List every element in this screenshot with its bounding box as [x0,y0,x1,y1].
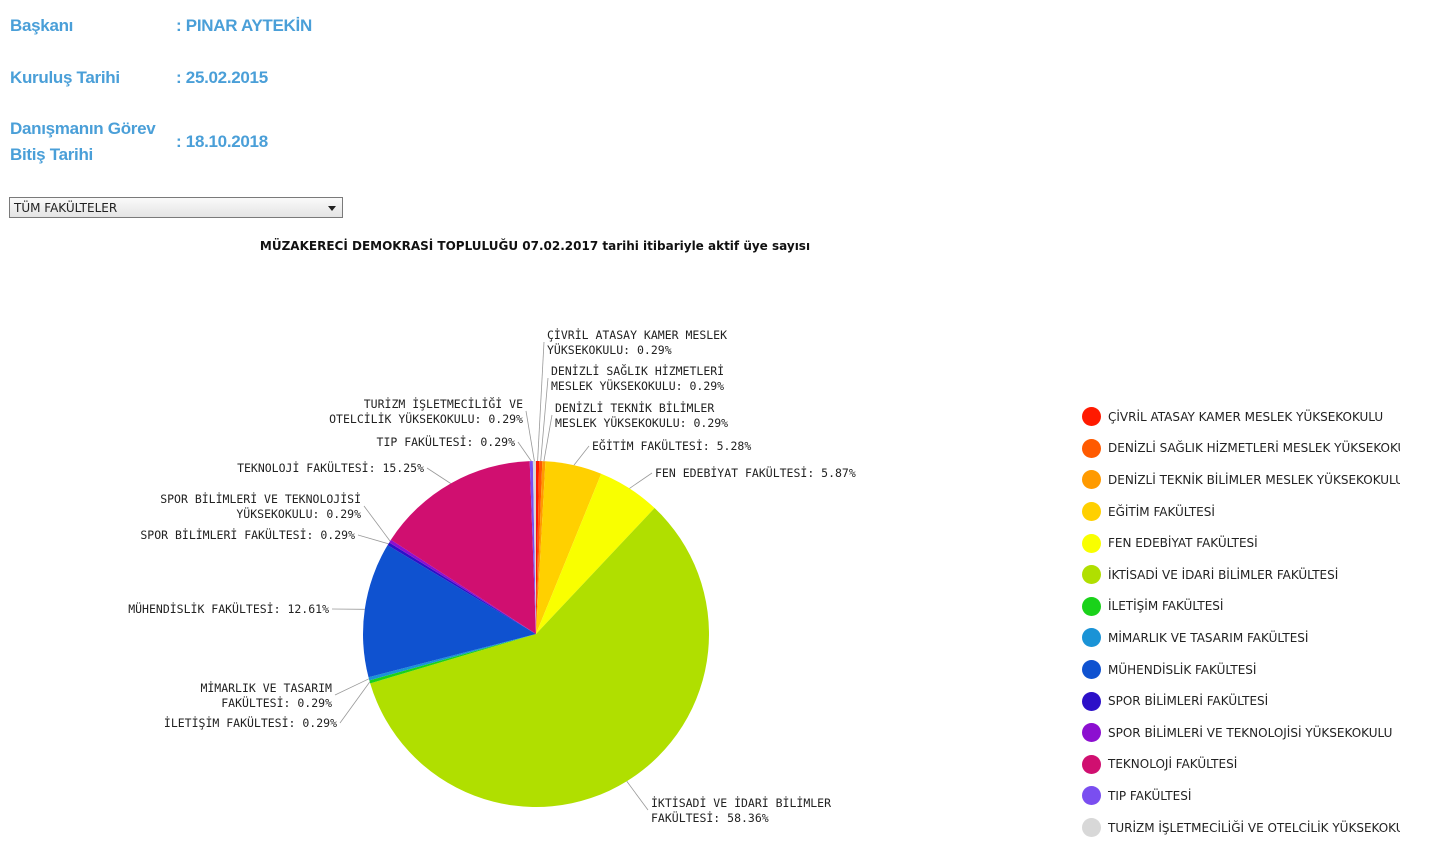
slice-data-label: SPOR BİLİMLERİ VE TEKNOLOJİSİ YÜKSEKOKULU… [160,491,361,521]
pie-slice[interactable] [369,634,536,684]
legend-label: FEN EDEBİYAT FAKÜLTESİ [1108,536,1258,551]
faculty-filter-select[interactable]: TÜM FAKÜLTELER [9,197,343,218]
slice-data-label: TURİZM İŞLETMECİLİĞİ VE OTELCİLİK YÜKSEKO… [329,396,523,426]
legend-item[interactable]: ÇİVRİL ATASAY KAMER MESLEK YÜKSEKOKULU [1082,401,1400,433]
legend-label: EĞİTİM FAKÜLTESİ [1108,504,1215,519]
slice-leader-line [537,341,545,462]
slice-data-label: ÇİVRİL ATASAY KAMER MESLEK YÜKSEKOKULU: 0… [547,327,727,357]
legend-label: MİMARLIK VE TASARIM FAKÜLTESİ [1108,630,1309,645]
legend-label: TEKNOLOJİ FAKÜLTESİ [1108,757,1238,772]
legend-color-swatch [1082,407,1101,427]
slice-leader-line [357,534,389,545]
slice-data-label: FEN EDEBİYAT FAKÜLTESİ: 5.87% [655,464,856,480]
slice-leader-line [517,441,532,462]
legend-item[interactable]: İKTİSADİ VE İDARİ BİLİMLER FAKÜLTESİ [1082,559,1400,591]
slice-leader-line [339,681,371,724]
pie-slice[interactable] [532,461,536,634]
pie-slice[interactable] [363,545,536,678]
slice-data-label: EĞİTİM FAKÜLTESİ: 5.28% [592,437,751,453]
faculty-filter-value: TÜM FAKÜLTELER [14,201,118,215]
legend-color-swatch [1082,660,1101,680]
slice-data-label: DENİZLİ SAĞLIK HİZMETLERİ MESLEK YÜKSEKOK… [551,363,724,393]
legend-item[interactable]: FEN EDEBİYAT FAKÜLTESİ [1082,527,1400,559]
legend-color-swatch [1082,691,1101,711]
slice-leader-line [525,410,535,462]
legend-item[interactable]: MİMARLIK VE TASARIM FAKÜLTESİ [1082,622,1400,654]
slice-data-label: MİMARLIK VE TASARIM FAKÜLTESİ: 0.29% [200,680,332,710]
legend-color-swatch [1082,565,1101,585]
legend-item[interactable]: TIP FAKÜLTESİ [1082,780,1400,812]
legend-label: DENİZLİ SAĞLIK HİZMETLERİ MESLEK YÜKSEKO… [1108,441,1400,456]
slice-data-label: SPOR BİLİMLERİ FAKÜLTESİ: 0.29% [140,526,355,542]
pie-slice[interactable] [536,461,543,634]
pie-slice[interactable] [536,461,540,634]
slice-data-label: İKTİSADİ VE İDARİ BİLİMLER FAKÜLTESİ: 58.… [651,795,831,825]
slice-leader-line [543,414,553,462]
legend-item[interactable]: MÜHENDİSLİK FAKÜLTESİ [1082,654,1400,686]
pie-slice[interactable] [389,539,536,634]
legend-label: SPOR BİLİMLERİ FAKÜLTESİ [1108,694,1269,709]
legend-color-swatch [1082,818,1101,838]
pie-slice[interactable] [536,461,602,634]
legend-color-swatch [1082,533,1101,553]
pie-slice[interactable] [536,473,655,634]
legend-color-swatch [1082,502,1101,522]
legend-color-swatch [1082,470,1101,490]
pie-slices [363,461,709,808]
pie-slice[interactable] [390,461,536,634]
slice-leader-line [334,678,370,696]
slice-leader-line [426,467,451,484]
legend-label: SPOR BİLİMLERİ VE TEKNOLOJİSİ YÜKSEKOKUL… [1108,725,1393,740]
pie-chart: ÇİVRİL ATASAY KAMER MESLEK YÜKSEKOKULU: 0… [128,327,856,825]
legend-label: MÜHENDİSLİK FAKÜLTESİ [1108,662,1257,677]
slice-data-label: DENİZLİ TEKNİK BİLİMLER MESLEK YÜKSEKOKUL… [555,400,728,430]
pie-slice[interactable] [370,508,709,808]
legend-item[interactable]: SPOR BİLİMLERİ FAKÜLTESİ [1082,685,1400,717]
legend-item[interactable]: SPOR BİLİMLERİ VE TEKNOLOJİSİ YÜKSEKOKUL… [1082,717,1400,749]
slice-data-label: MÜHENDİSLİK FAKÜLTESİ: 12.61% [128,600,329,616]
legend-color-swatch [1082,438,1101,458]
legend-item[interactable]: DENİZLİ SAĞLIK HİZMETLERİ MESLEK YÜKSEKO… [1082,433,1400,465]
pie-slice[interactable] [368,634,536,681]
pie-slice[interactable] [529,461,536,634]
legend-item[interactable]: TURİZM İŞLETMECİLİĞİ VE OTELCİLİK YÜKSEK… [1082,812,1400,844]
pie-slice[interactable] [536,461,546,634]
legend-color-swatch [1082,596,1101,616]
legend-color-swatch [1082,628,1101,648]
slice-data-label: TIP FAKÜLTESİ: 0.29% [377,433,516,449]
chart-title: MÜZAKERECİ DEMOKRASİ TOPLULUĞU 07.02.201… [259,239,811,253]
slice-data-label: TEKNOLOJİ FAKÜLTESİ: 15.25% [237,459,424,475]
legend-label: İLETİŞİM FAKÜLTESİ [1108,599,1224,614]
legend-label: DENİZLİ TEKNİK BİLİMLER MESLEK YÜKSEKOKU… [1108,472,1400,487]
chart-legend: ÇİVRİL ATASAY KAMER MESLEK YÜKSEKOKULU DE… [1082,401,1400,843]
info-value: : 25.02.2015 [176,68,268,87]
legend-label: İKTİSADİ VE İDARİ BİLİMLER FAKÜLTESİ [1108,567,1339,582]
info-label: Başkanı [10,16,74,35]
slice-leader-line [573,445,590,466]
legend-label: TURİZM İŞLETMECİLİĞİ VE OTELCİLİK YÜKSEK… [1108,820,1400,835]
slice-data-label: İLETİŞİM FAKÜLTESİ: 0.29% [164,714,337,730]
legend-item[interactable]: TEKNOLOJİ FAKÜLTESİ [1082,749,1400,781]
info-label: Danışmanın Görev Bitiş Tarihi [10,119,156,164]
legend-item[interactable]: DENİZLİ TEKNİK BİLİMLER MESLEK YÜKSEKOKU… [1082,464,1400,496]
info-value: : 18.10.2018 [176,132,268,151]
legend-color-swatch [1082,786,1101,806]
legend-item[interactable]: EĞİTİM FAKÜLTESİ [1082,496,1400,528]
slice-leader-line [629,472,653,489]
slice-leader-line [540,377,549,462]
info-value: : PINAR AYTEKİN [176,16,312,35]
legend-color-swatch [1082,723,1101,743]
legend-label: ÇİVRİL ATASAY KAMER MESLEK YÜKSEKOKULU [1108,409,1384,424]
legend-item[interactable]: İLETİŞİM FAKÜLTESİ [1082,591,1400,623]
slice-leader-line [363,505,391,542]
chevron-down-icon [328,206,336,211]
legend-color-swatch [1082,754,1101,774]
info-label: Kuruluş Tarihi [10,68,120,87]
pie-slice[interactable] [387,542,536,634]
legend-label: TIP FAKÜLTESİ [1108,788,1192,803]
slice-leader-line [626,781,649,811]
